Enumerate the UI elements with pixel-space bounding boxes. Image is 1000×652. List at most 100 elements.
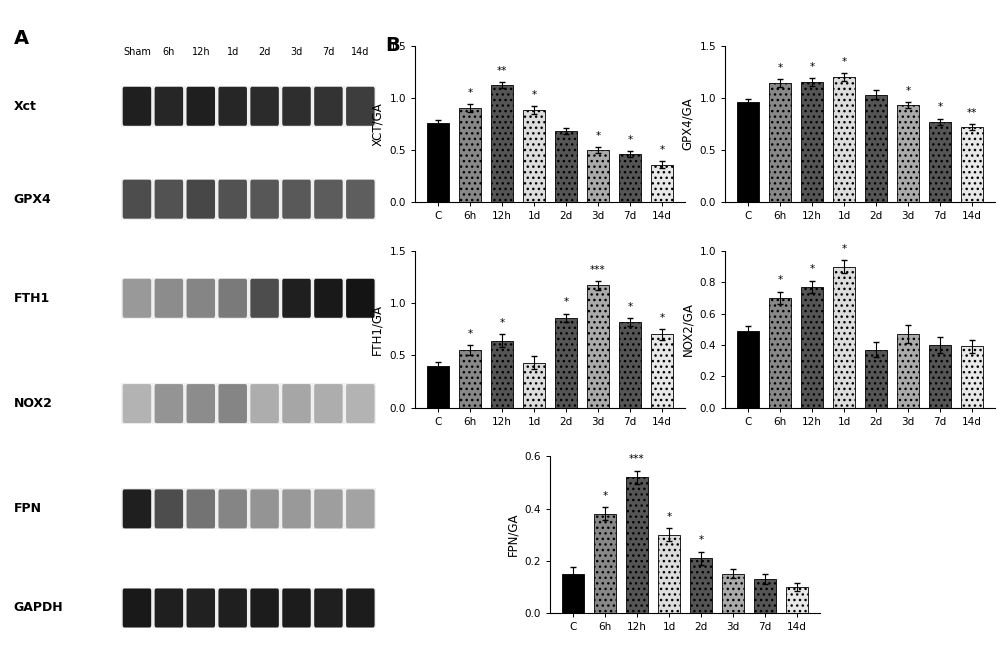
Text: *: *	[531, 90, 537, 100]
Text: *: *	[659, 145, 664, 155]
Bar	[491, 341, 513, 408]
FancyBboxPatch shape	[218, 279, 247, 318]
Bar	[523, 110, 545, 202]
FancyBboxPatch shape	[155, 589, 183, 627]
FancyBboxPatch shape	[346, 87, 375, 126]
FancyBboxPatch shape	[314, 279, 343, 318]
Text: *: *	[627, 135, 633, 145]
FancyBboxPatch shape	[187, 180, 215, 218]
Bar	[121, 86, 376, 126]
FancyBboxPatch shape	[123, 87, 151, 126]
Bar	[651, 164, 673, 202]
FancyBboxPatch shape	[250, 87, 279, 126]
Bar	[833, 77, 855, 202]
Bar	[555, 131, 577, 202]
FancyBboxPatch shape	[346, 589, 375, 627]
FancyBboxPatch shape	[155, 87, 183, 126]
FancyBboxPatch shape	[187, 490, 215, 528]
Text: 3d: 3d	[290, 47, 303, 57]
Bar	[737, 102, 759, 202]
Bar	[754, 579, 776, 613]
FancyBboxPatch shape	[282, 180, 311, 218]
FancyBboxPatch shape	[250, 279, 279, 318]
FancyBboxPatch shape	[346, 490, 375, 528]
Bar	[121, 383, 376, 424]
Bar	[769, 83, 791, 202]
Text: *: *	[777, 63, 783, 73]
Bar	[427, 123, 449, 202]
Text: 7d: 7d	[322, 47, 335, 57]
FancyBboxPatch shape	[155, 180, 183, 218]
Text: *: *	[666, 512, 672, 522]
Text: *: *	[467, 329, 473, 338]
FancyBboxPatch shape	[282, 384, 311, 423]
Text: Sham: Sham	[123, 47, 151, 57]
Text: *: *	[563, 297, 569, 307]
Y-axis label: GPX4/GA: GPX4/GA	[681, 98, 694, 150]
FancyBboxPatch shape	[282, 87, 311, 126]
Y-axis label: FPN/GA: FPN/GA	[506, 513, 519, 556]
Bar	[619, 322, 641, 408]
Text: *: *	[467, 88, 473, 98]
Text: *: *	[499, 318, 505, 328]
FancyBboxPatch shape	[155, 279, 183, 318]
Text: NOX2: NOX2	[14, 397, 53, 410]
Text: 1d: 1d	[227, 47, 239, 57]
Text: FTH1: FTH1	[14, 292, 50, 304]
FancyBboxPatch shape	[314, 180, 343, 218]
Bar	[459, 350, 481, 408]
FancyBboxPatch shape	[187, 589, 215, 627]
Bar	[562, 574, 584, 613]
Bar	[801, 287, 823, 408]
FancyBboxPatch shape	[123, 589, 151, 627]
Bar	[427, 366, 449, 408]
FancyBboxPatch shape	[123, 279, 151, 318]
Bar	[523, 363, 545, 408]
Text: A: A	[14, 29, 29, 48]
Text: *: *	[841, 244, 847, 254]
Bar	[833, 267, 855, 408]
Bar	[801, 82, 823, 202]
FancyBboxPatch shape	[187, 279, 215, 318]
Text: *: *	[602, 491, 608, 501]
Bar	[651, 334, 673, 408]
Text: *: *	[627, 301, 633, 312]
FancyBboxPatch shape	[155, 384, 183, 423]
Bar	[587, 150, 609, 202]
FancyBboxPatch shape	[123, 490, 151, 528]
FancyBboxPatch shape	[218, 87, 247, 126]
Bar	[769, 298, 791, 408]
Text: ***: ***	[590, 265, 606, 275]
FancyBboxPatch shape	[187, 384, 215, 423]
Text: *: *	[777, 275, 783, 286]
Text: 2d: 2d	[258, 47, 271, 57]
FancyBboxPatch shape	[314, 490, 343, 528]
Text: *: *	[905, 85, 911, 96]
FancyBboxPatch shape	[314, 384, 343, 423]
FancyBboxPatch shape	[123, 180, 151, 218]
Text: *: *	[595, 130, 601, 141]
Bar	[459, 108, 481, 202]
Bar	[626, 477, 648, 613]
FancyBboxPatch shape	[314, 589, 343, 627]
Bar	[865, 349, 887, 408]
FancyBboxPatch shape	[346, 279, 375, 318]
Text: ***: ***	[629, 454, 645, 464]
FancyBboxPatch shape	[218, 180, 247, 218]
Text: *: *	[937, 102, 943, 112]
Text: *: *	[698, 535, 704, 545]
Text: **: **	[967, 108, 977, 117]
Bar	[961, 346, 983, 408]
FancyBboxPatch shape	[346, 180, 375, 218]
Bar	[865, 95, 887, 202]
Bar	[897, 105, 919, 202]
FancyBboxPatch shape	[250, 589, 279, 627]
Bar	[786, 587, 808, 613]
FancyBboxPatch shape	[314, 87, 343, 126]
FancyBboxPatch shape	[346, 384, 375, 423]
Text: *: *	[841, 57, 847, 67]
Bar	[897, 334, 919, 408]
FancyBboxPatch shape	[218, 589, 247, 627]
FancyBboxPatch shape	[250, 180, 279, 218]
Bar	[121, 179, 376, 220]
